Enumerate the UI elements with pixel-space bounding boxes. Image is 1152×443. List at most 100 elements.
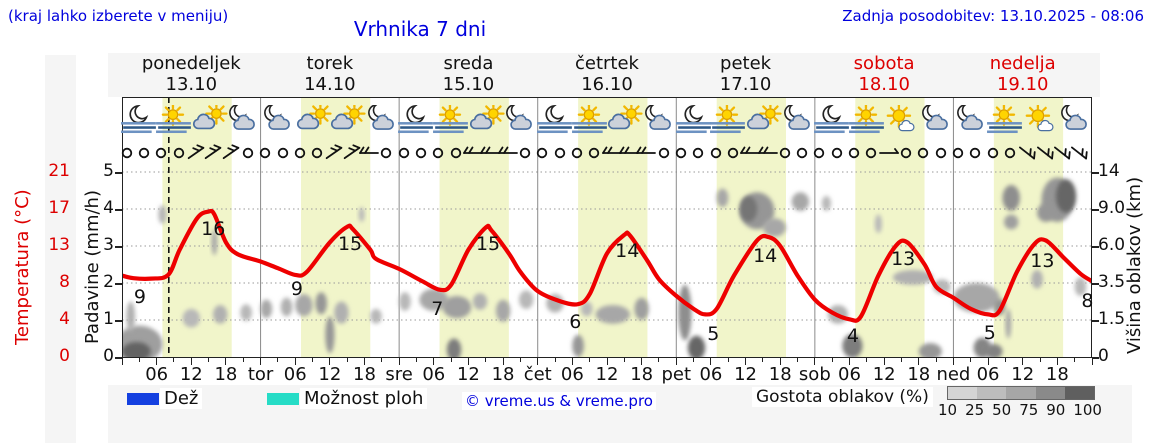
x-hour-label: 06	[283, 364, 307, 385]
x-axis-tick	[883, 358, 885, 365]
x-axis-tick	[450, 358, 452, 362]
day-date: 13.10	[165, 74, 218, 95]
x-axis-tick	[1091, 358, 1093, 365]
x-axis-tick	[571, 358, 573, 365]
wind-symbol-calm	[844, 143, 864, 163]
rain-legend-swatch	[127, 393, 159, 405]
weather-icon-moon-fog	[675, 105, 713, 137]
x-axis-tick	[675, 358, 677, 365]
cloud-density-scale	[947, 386, 1095, 400]
x-axis-tick	[364, 358, 365, 365]
precip-tick: 5	[103, 161, 114, 181]
density-tick-label: 100	[1073, 401, 1102, 419]
wind-symbol-calm	[567, 143, 587, 163]
wind-symbol-barb-w	[463, 143, 483, 163]
rain-legend-label: Dež	[160, 388, 203, 409]
day-name: četrtek	[575, 53, 639, 74]
right-axis-tick	[1092, 357, 1099, 359]
left-axis-band	[45, 55, 76, 443]
wind-symbol-calm	[671, 143, 691, 163]
wind-symbol-calm	[169, 143, 189, 163]
day-date: 18.10	[858, 74, 910, 95]
x-axis-tick	[970, 358, 972, 362]
day-date: 16.10	[581, 74, 633, 95]
wind-symbol-barb-nw	[1052, 143, 1072, 163]
x-axis-tick	[1039, 358, 1041, 362]
wind-symbol-calm	[792, 143, 812, 163]
day-name: torek	[306, 53, 354, 74]
temp-tick: 4	[59, 309, 70, 329]
x-hour-label: 06	[560, 364, 584, 385]
temp-point-label: 7	[431, 297, 444, 320]
wind-symbol-calm	[394, 143, 414, 163]
weather-icon-moon-fog	[397, 105, 435, 137]
x-hour-label: 12	[1011, 364, 1035, 385]
x-axis-tick	[433, 358, 435, 365]
wind-symbol-calm	[809, 143, 829, 163]
wind-symbol-calm	[775, 143, 795, 163]
wind-symbol-calm	[255, 143, 275, 163]
weather-icon-moon-cloud	[259, 105, 297, 137]
cloud-tick: 0	[1098, 346, 1109, 366]
copyright-link[interactable]: © vreme.us & vreme.pro	[462, 392, 656, 410]
wind-symbol-barb-sw	[324, 143, 344, 163]
temp-point-label: 14	[753, 244, 778, 267]
wind-symbol-barb-sw	[342, 143, 362, 163]
day-name: ponedeljek	[141, 53, 241, 74]
wind-symbol-barb-sw	[186, 143, 206, 163]
weather-icon-moon-cloud	[917, 105, 955, 137]
weather-icon-moon-cloud	[501, 105, 539, 137]
x-day-label: tor	[247, 364, 274, 385]
density-swatch	[1064, 387, 1095, 399]
temp-point-label: 15	[475, 233, 501, 256]
day-name: sobota	[853, 53, 915, 74]
wind-symbol-calm	[827, 143, 847, 163]
weather-icon-sun-fog	[848, 105, 886, 137]
x-axis-tick	[277, 358, 279, 362]
wind-symbol-calm	[861, 143, 881, 163]
x-axis-tick	[329, 358, 331, 365]
precip-tick: 0	[103, 346, 114, 366]
day-date: 15.10	[442, 74, 495, 95]
temp-point-label: 14	[615, 239, 640, 262]
temp-point-label: 8	[1081, 289, 1094, 312]
x-axis-tick	[294, 358, 296, 365]
x-axis-tick	[121, 358, 123, 365]
menu-hint: (kraj lahko izberete v meniju)	[8, 7, 229, 25]
temp-tick: 17	[48, 198, 70, 218]
meteogram-plot	[122, 97, 1092, 358]
cloud-tick: 6.0	[1098, 235, 1126, 255]
density-swatch	[948, 387, 978, 399]
temp-point-label: 5	[707, 322, 720, 345]
wind-symbol-barb-sw	[203, 143, 223, 163]
x-axis-tick	[866, 358, 868, 362]
wind-symbol-calm	[948, 143, 968, 163]
temp-point-label: 4	[846, 324, 859, 347]
day-date: 19.10	[996, 74, 1049, 95]
x-axis-tick	[831, 358, 833, 362]
x-axis-tick	[606, 358, 608, 365]
x-axis-tick	[208, 358, 210, 362]
day-date: 14.10	[304, 74, 356, 95]
x-axis-tick	[260, 358, 262, 365]
temp-point-label: 6	[569, 310, 582, 333]
day-date: 17.10	[719, 74, 772, 95]
x-axis-tick	[797, 358, 799, 362]
x-hour-label: 18	[907, 364, 931, 385]
weather-icon-sun-cloud	[744, 105, 782, 137]
density-tick-label: 50	[992, 401, 1012, 419]
wind-symbol-calm	[515, 143, 535, 163]
weather-icon-sun-cloud	[294, 105, 332, 137]
x-axis-tick	[641, 358, 643, 365]
cloud-density-label: Gostota oblakov (%)	[752, 387, 933, 407]
wind-symbol-barb-sw	[221, 143, 241, 163]
weather-icon-moon-cloud	[1056, 105, 1094, 137]
wind-symbol-calm	[931, 143, 951, 163]
left-axis-tick	[115, 209, 122, 211]
x-axis-tick	[415, 358, 417, 362]
wind-symbol-barb-w	[601, 143, 622, 163]
left-axis-tick	[115, 172, 122, 174]
weather-icon-moon-cloud	[952, 105, 990, 137]
wind-symbol-barb-w	[740, 143, 761, 163]
wind-symbol-calm	[134, 143, 154, 163]
